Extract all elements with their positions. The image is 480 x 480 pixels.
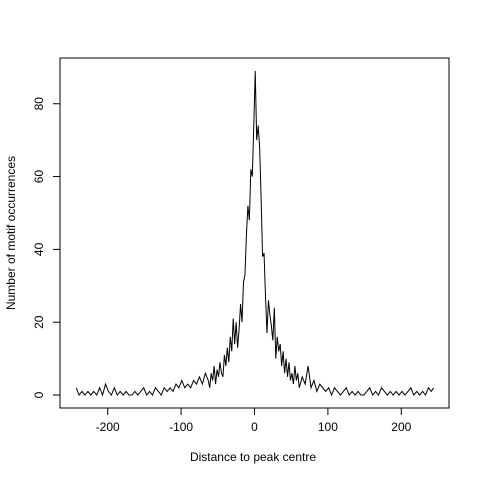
y-tick-label: 20 bbox=[32, 315, 46, 329]
y-tick-label: 40 bbox=[32, 242, 46, 256]
x-tick-label: -100 bbox=[169, 420, 193, 434]
x-tick-label: -200 bbox=[96, 420, 120, 434]
y-tick-label: 0 bbox=[32, 391, 46, 398]
x-tick-label: 200 bbox=[391, 420, 411, 434]
y-axis-title: Number of motif occurrences bbox=[4, 156, 18, 310]
x-tick-label: 0 bbox=[251, 420, 258, 434]
data-line bbox=[75, 70, 435, 397]
y-tick-label: 80 bbox=[32, 97, 46, 111]
x-tick-label: 100 bbox=[318, 420, 338, 434]
x-axis-title: Distance to peak centre bbox=[190, 450, 316, 464]
y-tick-label: 60 bbox=[32, 170, 46, 184]
